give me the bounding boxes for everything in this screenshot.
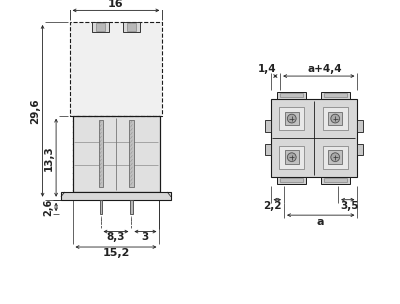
- Bar: [61, 192, 171, 200]
- Circle shape: [288, 153, 296, 161]
- Bar: [277, 92, 306, 99]
- Text: 2,6: 2,6: [43, 198, 53, 216]
- Bar: [323, 146, 348, 169]
- Bar: [279, 107, 304, 130]
- Text: a: a: [317, 217, 324, 227]
- Bar: [70, 22, 162, 116]
- Circle shape: [331, 114, 340, 123]
- Bar: [321, 177, 350, 184]
- Bar: [265, 120, 270, 132]
- Bar: [130, 200, 133, 214]
- Text: 8,3: 8,3: [107, 232, 125, 242]
- Bar: [279, 146, 304, 169]
- Bar: [123, 22, 140, 32]
- Text: 13,3: 13,3: [43, 145, 53, 171]
- Bar: [358, 144, 363, 155]
- Bar: [323, 107, 348, 130]
- Bar: [285, 150, 298, 164]
- Bar: [265, 144, 270, 155]
- Bar: [321, 92, 350, 99]
- Text: 2,2: 2,2: [263, 202, 282, 212]
- Bar: [277, 177, 306, 184]
- Text: 16: 16: [108, 0, 124, 9]
- Circle shape: [331, 153, 340, 161]
- Bar: [328, 112, 342, 125]
- Text: 15,2: 15,2: [102, 248, 130, 258]
- Text: 3: 3: [142, 232, 149, 242]
- Bar: [328, 150, 342, 164]
- Bar: [285, 112, 298, 125]
- Text: 1,4: 1,4: [257, 64, 276, 74]
- Bar: [126, 23, 136, 31]
- Bar: [270, 99, 358, 177]
- Text: a+4,4: a+4,4: [307, 64, 342, 74]
- Bar: [72, 116, 160, 192]
- Bar: [280, 93, 303, 97]
- Bar: [72, 116, 160, 192]
- Bar: [130, 120, 134, 187]
- Bar: [96, 23, 105, 31]
- Bar: [92, 22, 109, 32]
- Bar: [98, 120, 104, 187]
- Bar: [70, 22, 162, 116]
- Text: 29,6: 29,6: [30, 98, 40, 124]
- Bar: [358, 120, 363, 132]
- Circle shape: [288, 114, 296, 123]
- Bar: [100, 200, 102, 214]
- Text: 3,5: 3,5: [340, 202, 359, 212]
- Bar: [324, 178, 347, 182]
- Bar: [280, 178, 303, 182]
- Bar: [324, 93, 347, 97]
